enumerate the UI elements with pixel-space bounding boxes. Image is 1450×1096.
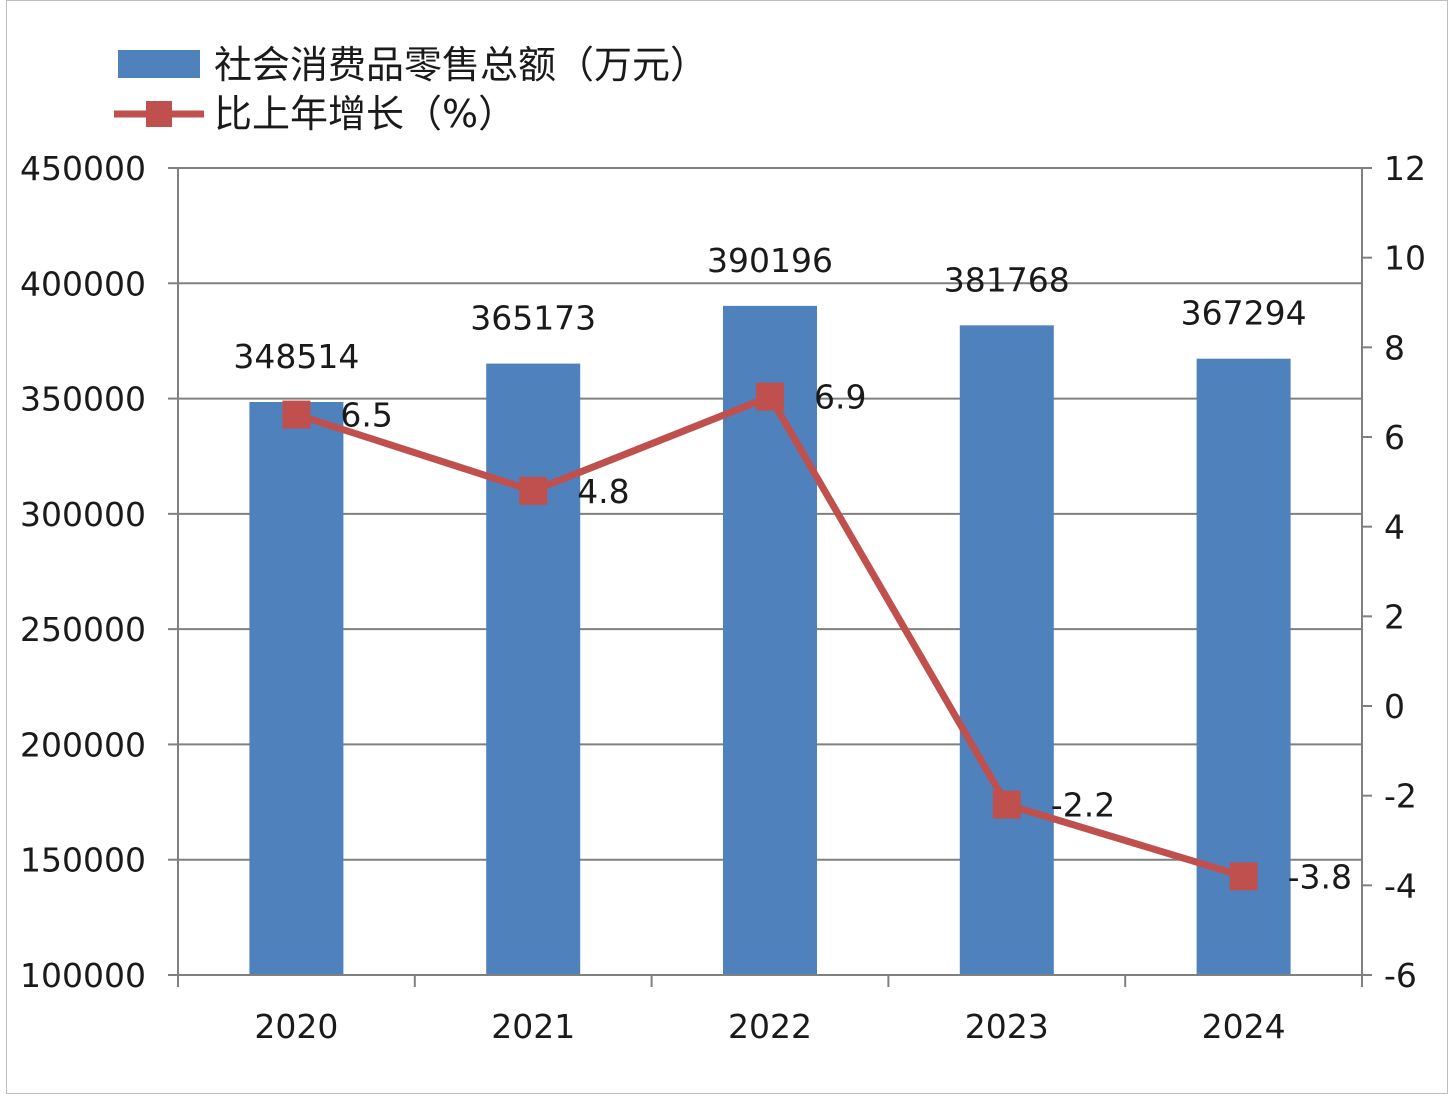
bar [249,401,344,976]
line-series [282,382,1258,891]
data-labels: 348514 365173 390196 381768 367294 6.5 4.8 6.9 -… [233,241,1352,896]
bar-value-label: 381768 [944,260,1070,299]
left-axis-tick-label: 350000 [20,380,146,419]
bar-value-label: 390196 [707,241,833,280]
x-axis-tick-label: 2023 [965,1007,1049,1046]
line-point-label: 4.8 [577,472,629,511]
right-axis-tick-label: -4 [1384,866,1417,905]
bar [486,363,581,976]
x-axis-tick-label: 2020 [254,1007,338,1046]
line-point-marker [992,790,1021,819]
left-axis-tick-label: 150000 [20,841,146,880]
line-point-marker [519,476,548,505]
legend-line-label: 比上年增长（%） [214,92,516,136]
legend: 社会消费品零售总额（万元） 比上年增长（%） [114,43,708,136]
bar-series [249,305,1291,976]
legend-bar-label: 社会消费品零售总额（万元） [214,43,708,87]
x-axis-tick-label: 2024 [1202,1007,1286,1046]
line-point-label: -2.2 [1051,786,1115,825]
line-point-label: 6.9 [814,378,866,417]
line-point-label: -3.8 [1288,857,1352,896]
right-axis-tick-label: 0 [1384,687,1405,726]
right-axis-tick-label: 4 [1384,508,1405,547]
right-axis-tick-label: 2 [1384,597,1405,636]
bar-value-label: 365173 [470,299,596,338]
left-axis-tick-label: 200000 [20,725,146,764]
bar [959,325,1054,975]
x-axis-tick-label: 2022 [728,1007,812,1046]
line-point-label: 6.5 [340,396,392,435]
left-axis-tick-label: 400000 [20,264,146,303]
bar-value-label: 367294 [1181,294,1307,333]
line-point-marker [1229,862,1258,891]
line-point-marker [756,382,784,411]
x-axis-tick-label: 2021 [491,1007,575,1046]
bar [723,305,817,975]
right-axis-tick-label: -2 [1384,777,1417,816]
left-axis-tick-label: 250000 [20,610,146,649]
right-axis-tick-label: -6 [1384,956,1417,995]
axes: 100000 150000 200000 250000 300000 350000 4000… [20,149,1426,1046]
legend-bar-swatch [118,50,200,78]
right-axis-tick-label: 12 [1384,149,1426,188]
chart-frame [6,0,1448,1094]
bar-value-label: 348514 [233,337,359,376]
left-axis-tick-label: 100000 [20,956,146,995]
right-axis-tick-label: 8 [1384,328,1405,367]
legend-line-marker [146,101,172,127]
left-axis-tick-label: 300000 [20,495,146,534]
left-axis-tick-label: 450000 [20,149,146,188]
right-axis-tick-label: 6 [1384,418,1405,457]
right-axis-tick-label: 10 [1384,239,1426,278]
line-point-marker [282,400,311,429]
